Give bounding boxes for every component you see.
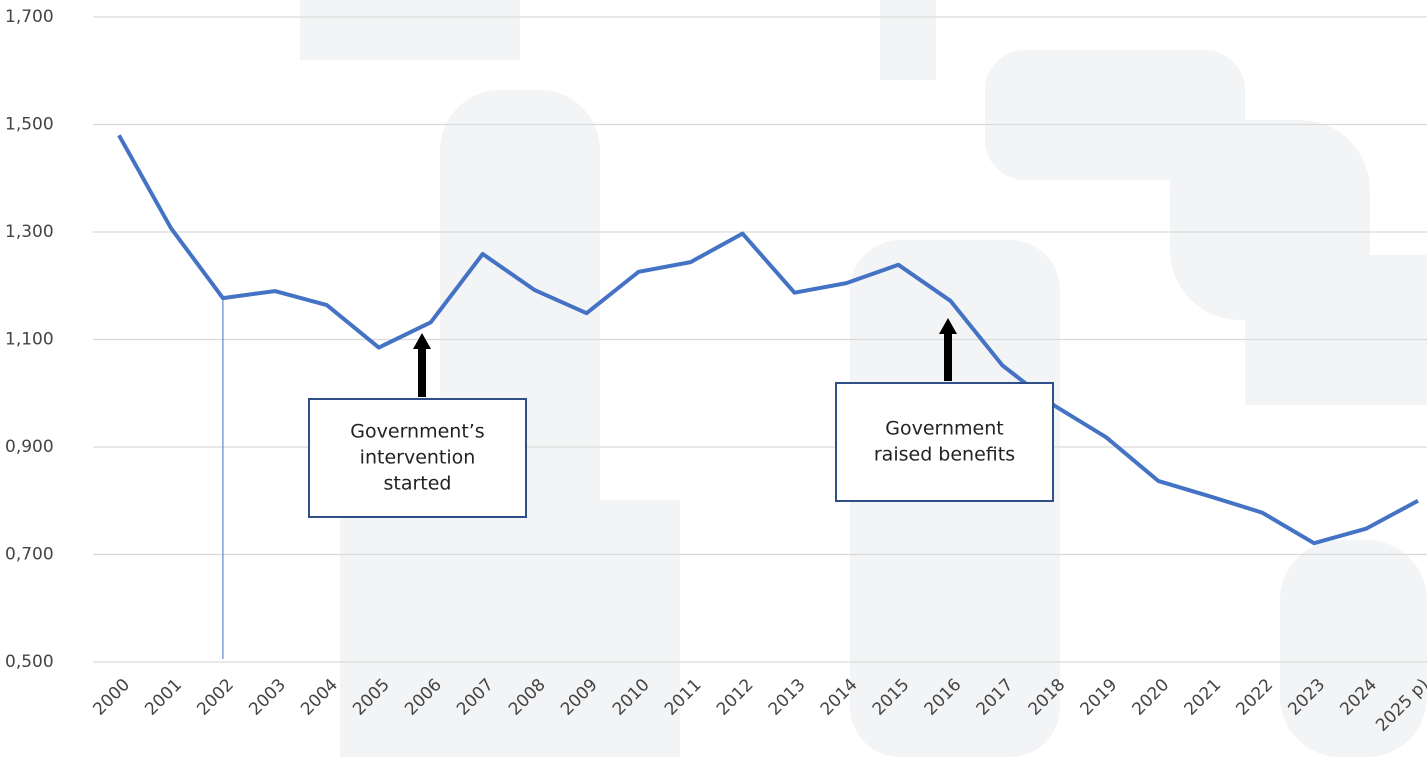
annotation-arrow-shaft bbox=[418, 347, 426, 397]
annotation-text: intervention bbox=[360, 447, 476, 469]
x-tick-label: 2002 bbox=[193, 675, 238, 720]
y-tick-label: 1,700 bbox=[5, 7, 54, 27]
x-tick-label: 2021 bbox=[1180, 675, 1225, 720]
annotation-box bbox=[835, 382, 1054, 502]
x-tick-label: 2020 bbox=[1129, 675, 1174, 720]
y-tick-label: 1,300 bbox=[5, 222, 54, 242]
x-tick-label: 2001 bbox=[141, 675, 186, 720]
x-tick-label: 2019 bbox=[1077, 675, 1122, 720]
annotation-text: Government bbox=[885, 418, 1004, 440]
y-tick-label: 0,900 bbox=[5, 437, 54, 457]
annotation-arrow-shaft bbox=[944, 332, 952, 381]
annotation-text: started bbox=[383, 473, 451, 495]
x-tick-label: 2013 bbox=[765, 675, 810, 720]
x-tick-label: 2004 bbox=[297, 675, 342, 720]
x-tick-label: 2012 bbox=[713, 675, 758, 720]
y-tick-label: 1,100 bbox=[5, 330, 54, 350]
annotation-text: raised benefits bbox=[874, 444, 1015, 466]
line-series bbox=[117, 134, 1419, 546]
annotation-box bbox=[308, 398, 527, 518]
x-tick-label: 2003 bbox=[245, 675, 290, 720]
annotation-text: Government’s bbox=[350, 421, 484, 443]
x-tick-label: 2000 bbox=[89, 675, 134, 720]
plot: Government’s intervention started Governmen… bbox=[117, 134, 1419, 659]
annotation-arrow-head bbox=[939, 318, 957, 334]
annotation-arrow-head bbox=[413, 333, 431, 349]
y-tick-label: 0,500 bbox=[5, 652, 54, 672]
y-tick-label: 0,700 bbox=[5, 545, 54, 565]
x-tick-label: 2022 bbox=[1232, 675, 1277, 720]
background bbox=[300, 0, 1427, 757]
y-tick-label: 1,500 bbox=[5, 115, 54, 135]
